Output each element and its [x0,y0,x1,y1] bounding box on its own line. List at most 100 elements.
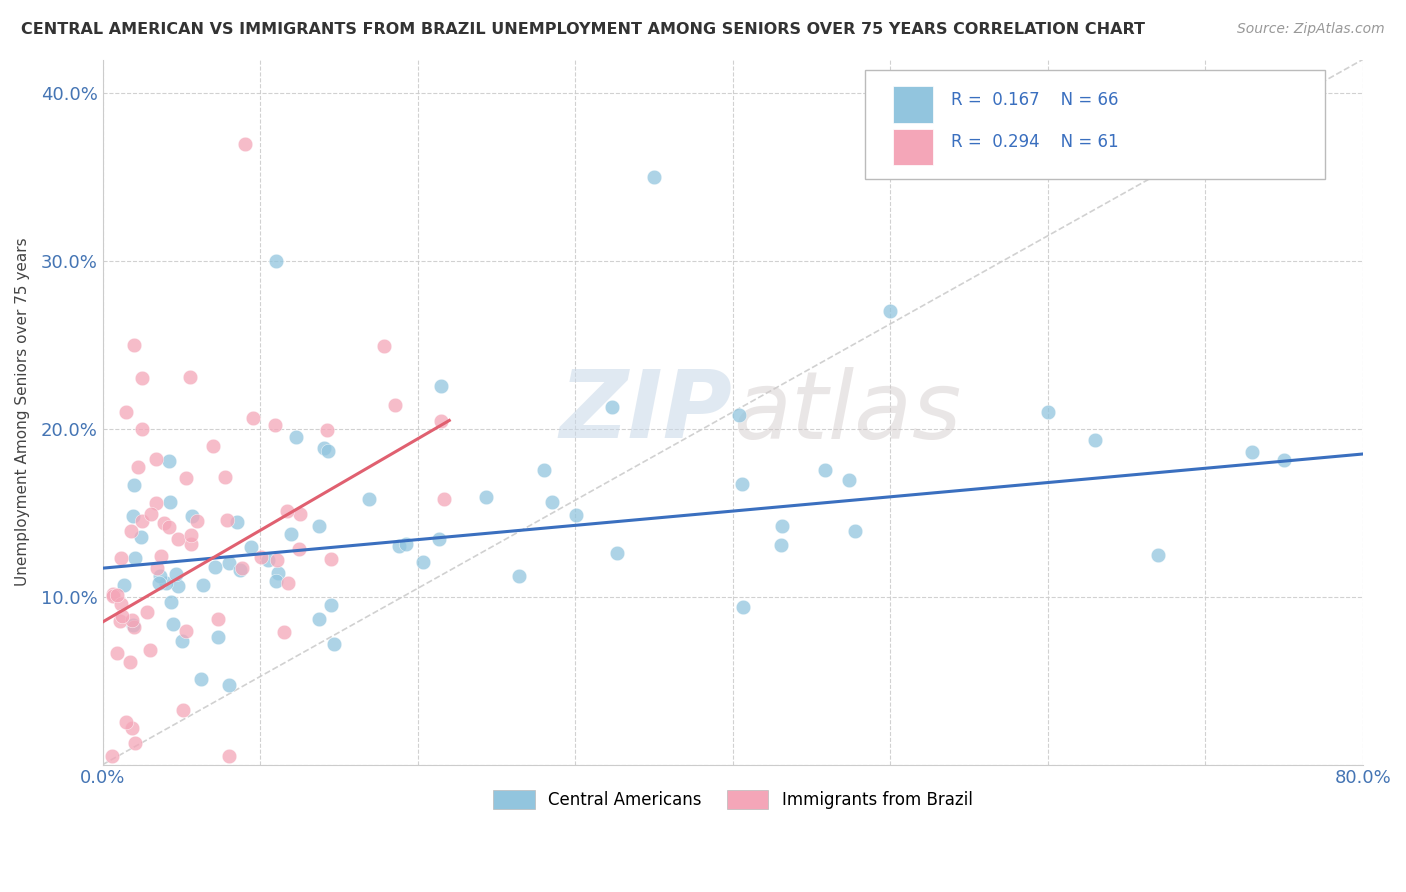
Text: Source: ZipAtlas.com: Source: ZipAtlas.com [1237,22,1385,37]
Point [770,538,793,552]
Point [606,546,628,560]
Point [179,370,201,384]
Point [643,170,665,185]
Point [202,439,225,453]
Point [131,422,153,436]
Point [120,655,142,669]
Point [838,474,860,488]
Point [233,136,256,151]
Point [103,589,125,603]
Point [149,569,172,583]
Point [166,579,188,593]
Point [122,618,145,632]
Point [181,509,204,524]
Point [176,624,198,638]
Point [249,550,271,565]
Point [162,616,184,631]
Point [1036,404,1059,418]
Point [139,643,162,657]
Point [112,578,135,592]
Point [101,587,124,601]
Point [288,508,311,522]
Point [264,254,287,268]
Point [136,605,159,619]
Bar [893,128,934,165]
Point [600,400,623,414]
Point [1084,434,1107,448]
Point [273,624,295,639]
Point [207,630,229,644]
Point [155,575,177,590]
Point [172,634,194,648]
Point [190,672,212,686]
Point [727,408,749,422]
Text: R =  0.167    N = 66: R = 0.167 N = 66 [950,91,1118,109]
Point [115,715,138,730]
Point [814,463,837,477]
Point [141,507,163,521]
Point [129,530,152,544]
Point [180,537,202,551]
Point [565,508,588,522]
Point [257,553,280,567]
Point [127,459,149,474]
Point [124,551,146,566]
Point [373,339,395,353]
Point [191,578,214,592]
Point [433,491,456,506]
Point [879,304,901,318]
Point [508,568,530,582]
Point [316,444,339,458]
Point [122,620,145,634]
Point [159,495,181,509]
Point [357,491,380,506]
Text: CENTRAL AMERICAN VS IMMIGRANTS FROM BRAZIL UNEMPLOYMENT AMONG SENIORS OVER 75 YE: CENTRAL AMERICAN VS IMMIGRANTS FROM BRAZ… [21,22,1144,37]
Point [186,514,208,528]
Point [160,594,183,608]
Point [412,555,434,569]
Point [264,417,287,432]
Point [228,563,250,577]
Point [131,371,153,385]
Point [308,612,330,626]
Point [124,736,146,750]
Point [157,454,180,468]
Point [284,429,307,443]
Point [280,527,302,541]
Point [110,597,132,611]
Point [174,471,197,485]
FancyBboxPatch shape [865,70,1324,179]
Point [733,600,755,615]
Point [240,541,263,555]
Point [319,552,342,566]
Point [105,646,128,660]
Point [533,463,555,477]
Point [474,490,496,504]
Point [264,574,287,589]
Point [108,614,131,628]
Point [157,520,180,534]
Point [267,566,290,580]
Point [131,515,153,529]
Point [124,478,146,492]
Point [226,516,249,530]
Point [100,749,122,764]
Point [218,556,240,570]
Point [121,721,143,735]
Point [166,533,188,547]
Point [1241,444,1264,458]
Legend: Central Americans, Immigrants from Brazil: Central Americans, Immigrants from Brazi… [486,783,979,816]
Point [384,398,406,412]
Point [207,612,229,626]
Point [288,542,311,557]
Point [148,576,170,591]
Point [122,509,145,524]
Point [146,560,169,574]
Point [218,749,240,764]
Point [124,338,146,352]
Point [277,575,299,590]
Point [145,452,167,467]
Point [214,470,236,484]
Point [121,613,143,627]
Text: ZIP: ZIP [560,366,733,458]
